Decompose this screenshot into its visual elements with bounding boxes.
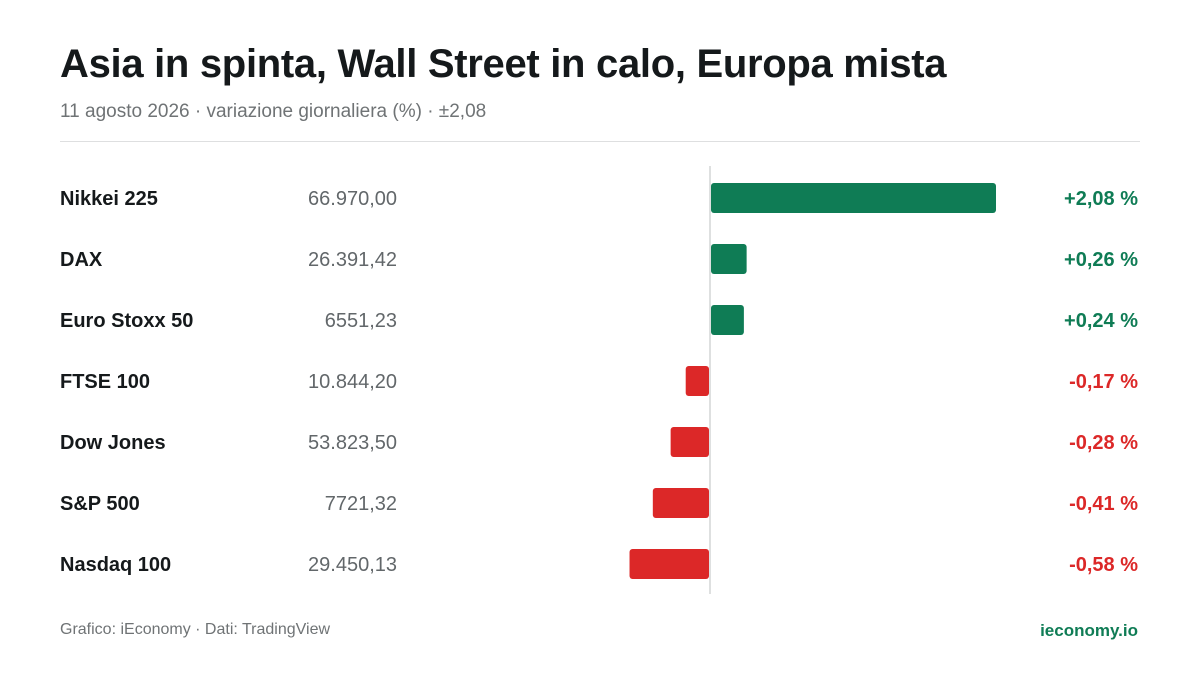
- bar: [711, 244, 747, 274]
- bar: [670, 427, 709, 457]
- index-name-label: S&P 500: [60, 493, 140, 515]
- chart-subtitle: 11 agosto 2026 · variazione giornaliera …: [60, 101, 487, 122]
- brand-link[interactable]: ieconomy.io: [1040, 621, 1138, 640]
- source-credit: Grafico: iEconomy · Dati: TradingView: [60, 621, 331, 638]
- change-value-label: +0,24 %: [1064, 310, 1138, 332]
- change-value-label: -0,17 %: [1069, 371, 1138, 393]
- index-level-label: 7721,32: [325, 493, 397, 515]
- index-name-label: Dow Jones: [60, 432, 166, 454]
- index-level-label: 10.844,20: [308, 371, 397, 393]
- change-value-label: +2,08 %: [1064, 188, 1138, 210]
- index-level-label: 53.823,50: [308, 432, 397, 454]
- index-name-label: Nasdaq 100: [60, 554, 171, 576]
- chart-title: Asia in spinta, Wall Street in calo, Eur…: [60, 42, 947, 86]
- change-value-label: -0,58 %: [1069, 554, 1138, 576]
- index-name-label: DAX: [60, 249, 103, 271]
- bar: [711, 305, 744, 335]
- bar: [629, 549, 709, 579]
- index-level-label: 6551,23: [325, 310, 397, 332]
- change-value-label: -0,41 %: [1069, 493, 1138, 515]
- bar: [711, 183, 996, 213]
- index-name-label: Euro Stoxx 50: [60, 310, 193, 332]
- header-divider: [60, 141, 1140, 142]
- index-name-label: Nikkei 225: [60, 188, 158, 210]
- change-value-label: +0,26 %: [1064, 249, 1138, 271]
- change-value-label: -0,28 %: [1069, 432, 1138, 454]
- index-level-label: 26.391,42: [308, 249, 397, 271]
- index-name-label: FTSE 100: [60, 371, 150, 393]
- bar: [652, 488, 709, 518]
- index-level-label: 29.450,13: [308, 554, 397, 576]
- bar: [685, 366, 709, 396]
- index-level-label: 66.970,00: [308, 188, 397, 210]
